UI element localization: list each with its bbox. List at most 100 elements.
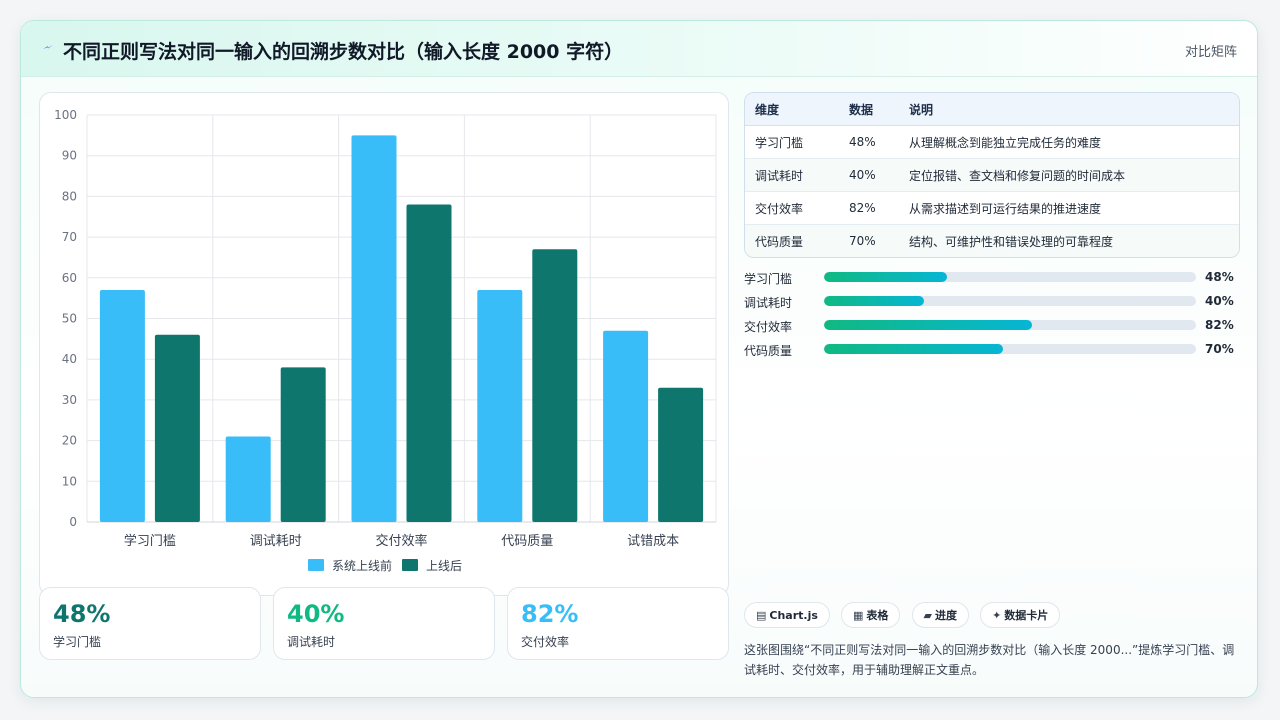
table-cell: 从理解概念到能独立完成任务的难度	[899, 125, 1239, 159]
table-header-cell: 数据	[839, 93, 899, 126]
progress-track	[824, 272, 1196, 282]
y-tick-label: 40	[62, 352, 77, 366]
progress-label: 学习门槛	[744, 272, 793, 286]
stat-value: 48%	[53, 600, 111, 628]
pill-label: Chart.js	[769, 609, 818, 622]
stat-card-3: 82% 交付效率	[507, 587, 729, 660]
pill-table[interactable]: ▦ 表格	[841, 602, 901, 628]
progress-value: 48%	[1205, 270, 1234, 284]
table-cell: 学习门槛	[745, 125, 839, 159]
pill-label: 进度	[934, 609, 957, 622]
table-row: 交付效率 82% 从需求描述到可运行结果的推进速度	[745, 191, 1239, 225]
table-cell: 82%	[839, 191, 899, 225]
y-tick-label: 60	[62, 271, 77, 285]
stat-label: 交付效率	[521, 635, 570, 649]
progress-label: 代码质量	[744, 344, 793, 358]
table-cell: 交付效率	[745, 191, 839, 225]
legend-label: 上线后	[426, 559, 462, 573]
data-table: 维度 数据 说明 学习门槛 48% 从理解概念到能独立完成任务的难度 调试耗时 …	[744, 92, 1240, 258]
pill-data-card[interactable]: ✦ 数据卡片	[980, 602, 1061, 628]
legend-label: 系统上线前	[332, 558, 392, 573]
bar-before	[603, 330, 649, 522]
table-cell: 48%	[839, 125, 899, 159]
bar-chart-panel: 0 10 20 30 40 50 60 70 80 90 100 学习门槛 调试耗时 交付效率 代码质量 试错…	[39, 92, 729, 596]
bar-before	[351, 135, 397, 522]
y-tick-label: 70	[62, 230, 77, 244]
x-tick-label: 学习门槛	[124, 533, 176, 549]
progress-icon: ▰	[923, 609, 932, 622]
table-row: 调试耗时 40% 定位报错、查文档和修复问题的时间成本	[745, 158, 1239, 192]
stat-card-2: 40% 调试耗时	[273, 587, 495, 660]
progress-label: 交付效率	[744, 320, 793, 334]
pill-progress[interactable]: ▰ 进度	[911, 602, 969, 628]
table-icon: ▦	[853, 609, 864, 622]
progress-track	[824, 344, 1196, 354]
x-tick-label: 调试耗时	[250, 534, 302, 549]
table-cell: 40%	[839, 158, 899, 192]
y-tick-label: 0	[69, 515, 77, 529]
progress-fill	[824, 344, 1003, 354]
stat-value: 82%	[521, 600, 579, 628]
description: 这张图围绕“不同正则写法对同一输入的回溯步数对比（输入长度 2000...”提炼…	[744, 643, 1235, 677]
stat-value: 40%	[287, 600, 345, 628]
y-tick-label: 30	[62, 393, 77, 407]
progress-value: 40%	[1205, 294, 1234, 308]
progress-list: 学习门槛 48% 调试耗时 40% 交付效率 82% 代码质量 70%	[744, 268, 1240, 364]
progress-fill	[824, 272, 947, 282]
bar-before	[225, 436, 271, 522]
progress-row: 交付效率 82%	[744, 316, 1240, 340]
bar-after	[154, 334, 200, 522]
bar-after	[532, 249, 578, 522]
table-cell: 结构、可维护性和错误处理的可靠程度	[899, 224, 1239, 257]
table-cell: 调试耗时	[745, 158, 839, 192]
table-cell: 70%	[839, 224, 899, 257]
progress-row: 代码质量 70%	[744, 340, 1240, 364]
table-cell: 从需求描述到可运行结果的推进速度	[899, 191, 1239, 225]
progress-fill	[824, 320, 1033, 330]
sparkle-icon: ✦	[992, 609, 1002, 622]
y-tick-label: 80	[62, 189, 77, 203]
bar-before	[477, 290, 523, 522]
y-tick-label: 90	[62, 149, 77, 163]
progress-row: 调试耗时 40%	[744, 292, 1240, 316]
lightning-icon	[43, 45, 53, 49]
x-tick-label: 代码质量	[501, 534, 553, 549]
progress-fill	[824, 296, 925, 306]
stat-label: 学习门槛	[53, 635, 102, 649]
progress-track	[824, 320, 1196, 330]
table-cell: 定位报错、查文档和修复问题的时间成本	[899, 158, 1239, 192]
table-cell: 代码质量	[745, 224, 839, 257]
y-tick-label: 100	[54, 108, 77, 122]
legend-swatch	[402, 559, 418, 571]
table-header-row: 维度 数据 说明	[745, 93, 1239, 126]
bar-chart: 0 10 20 30 40 50 60 70 80 90 100 学习门槛 调试耗时 交付效率 代码质量 试错…	[54, 108, 717, 573]
pill-label: 表格	[866, 609, 889, 622]
table-row: 学习门槛 48% 从理解概念到能独立完成任务的难度	[745, 125, 1239, 159]
x-tick-label: 交付效率	[375, 533, 427, 549]
progress-row: 学习门槛 48%	[744, 268, 1240, 292]
pill-label: 数据卡片	[1004, 609, 1049, 622]
stat-card-1: 48% 学习门槛	[39, 587, 261, 660]
progress-value: 82%	[1205, 318, 1234, 332]
y-tick-label: 20	[62, 434, 77, 448]
bar-before	[99, 290, 145, 522]
x-tick-label: 试错成本	[627, 534, 679, 549]
bar-after	[658, 387, 704, 522]
y-tick-label: 50	[62, 312, 77, 326]
chart-icon: ▤	[756, 609, 767, 622]
table-row: 代码质量 70% 结构、可维护性和错误处理的可靠程度	[745, 224, 1239, 257]
feature-pills: ▤ Chart.js ▦ 表格 ▰ 进度 ✦ 数据卡片	[744, 602, 1066, 630]
progress-value: 70%	[1205, 342, 1234, 356]
table-header-cell: 维度	[745, 93, 839, 126]
header-tag: 对比矩阵	[1184, 45, 1237, 60]
legend-swatch	[308, 559, 324, 571]
pill-chartjs[interactable]: ▤ Chart.js	[744, 602, 830, 628]
progress-label: 调试耗时	[744, 296, 793, 310]
bar-after	[406, 204, 452, 522]
header: 不同正则写法对同一输入的回溯步数对比（输入长度 2000 字符） 对比矩阵	[21, 21, 1257, 77]
y-tick-label: 10	[62, 474, 77, 488]
table-header-cell: 说明	[899, 93, 1239, 126]
stat-label: 调试耗时	[287, 635, 336, 649]
bar-after	[280, 367, 326, 522]
page-title: 不同正则写法对同一输入的回溯步数对比（输入长度 2000 字符）	[63, 41, 624, 63]
